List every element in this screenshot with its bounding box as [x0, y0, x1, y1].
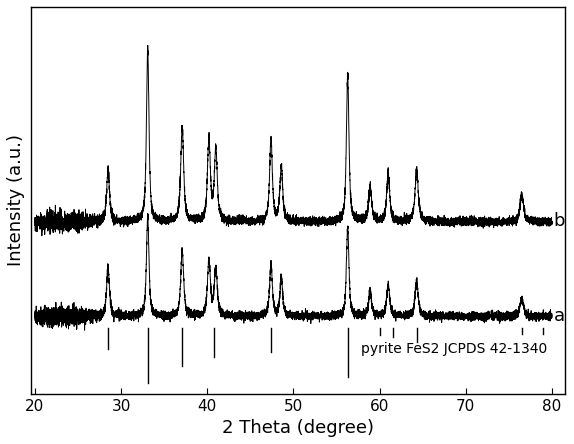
Y-axis label: Intensity (a.u.): Intensity (a.u.)	[7, 134, 25, 266]
Text: pyrite FeS2 JCPDS 42-1340: pyrite FeS2 JCPDS 42-1340	[362, 342, 548, 356]
Text: a: a	[554, 307, 565, 325]
Text: b: b	[554, 212, 565, 230]
X-axis label: 2 Theta (degree): 2 Theta (degree)	[222, 419, 374, 437]
